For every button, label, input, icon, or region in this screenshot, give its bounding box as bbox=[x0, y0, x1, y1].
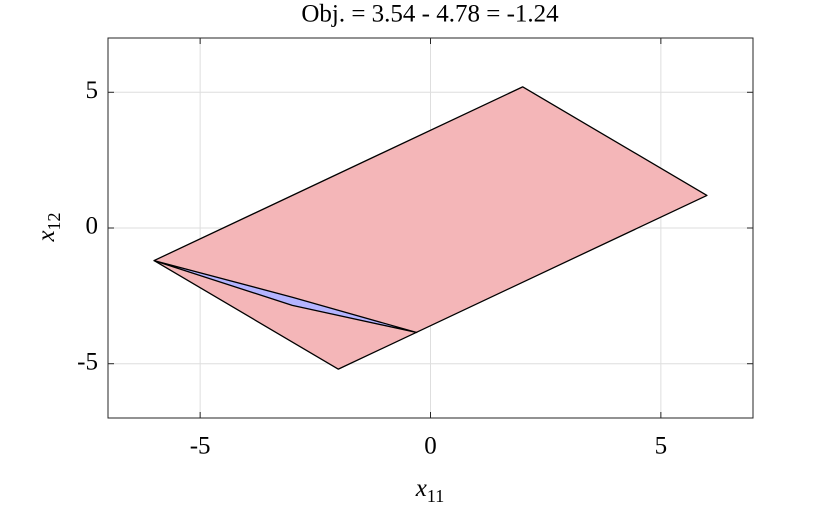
y-label-subscript: 12 bbox=[44, 212, 64, 230]
x-axis-label: x11 bbox=[415, 475, 444, 506]
y-tick-label: -5 bbox=[77, 348, 98, 375]
y-tick-label: 5 bbox=[86, 77, 99, 104]
y-tick-label: 0 bbox=[86, 213, 99, 240]
x-tick-label: 5 bbox=[655, 433, 668, 460]
axes-box bbox=[107, 37, 754, 419]
x-label-base: x bbox=[415, 475, 427, 502]
x-label-subscript: 11 bbox=[427, 486, 444, 506]
y-axis-label: x12 bbox=[33, 212, 64, 242]
x-tick-label: 0 bbox=[424, 433, 437, 460]
polygon bbox=[153, 259, 418, 334]
x-tick-label: -5 bbox=[190, 433, 211, 460]
y-label-base: x bbox=[33, 230, 60, 242]
chart-title: Obj. = 3.54 - 4.78 = -1.24 bbox=[301, 1, 559, 28]
